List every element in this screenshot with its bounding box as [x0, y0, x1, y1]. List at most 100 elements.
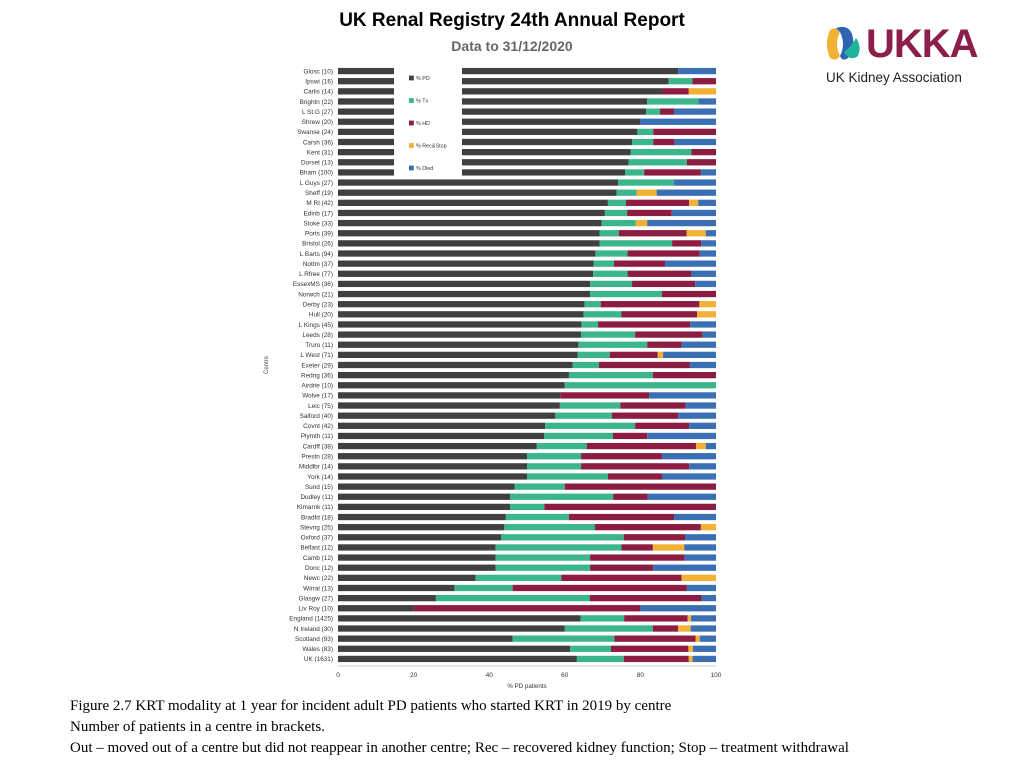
category-label: N Ireland (30) [294, 626, 333, 633]
bar-segment [598, 361, 690, 369]
bar-segment [590, 554, 685, 561]
bar-segment [338, 534, 502, 541]
bar-segment [338, 128, 638, 136]
bar-segment [338, 615, 581, 622]
category-label: Glasgw (27) [299, 595, 333, 602]
bar-segment [338, 645, 571, 652]
bar-segment [705, 442, 716, 450]
bar-segment [664, 260, 716, 267]
bar-segment [338, 503, 510, 511]
bar-segment [685, 534, 716, 541]
bar-segment [614, 635, 696, 642]
bar-segment [338, 605, 414, 612]
bar-segment [338, 149, 631, 156]
bar-segment [601, 219, 636, 227]
legend-box [394, 66, 462, 178]
category-label: Swanse (24) [297, 129, 333, 136]
category-label: Sund (15) [305, 484, 333, 491]
legend-label: % Died [416, 166, 433, 172]
bar-segment [581, 453, 662, 460]
bar-segment [699, 301, 716, 308]
bar-segment [698, 199, 716, 206]
bar-segment [338, 392, 561, 399]
figure-caption: Figure 2.7 KRT modality at 1 year for in… [70, 698, 672, 714]
bar-segment [501, 534, 624, 541]
bar-segment [338, 513, 506, 521]
category-label: England (1425) [289, 616, 333, 623]
x-tick-label: 60 [561, 672, 569, 679]
bar-segment [701, 240, 716, 247]
bar-segment [570, 645, 611, 652]
ukka-logo-mark [827, 26, 860, 60]
bar-segment [698, 98, 716, 105]
bar-segment [564, 483, 716, 490]
bar-segment [627, 250, 700, 257]
category-label: Scotland (93) [295, 636, 333, 643]
category-label: Hull (20) [309, 312, 333, 319]
bar-segment [495, 554, 591, 561]
bar-segment [338, 554, 496, 561]
bar-segment [623, 534, 686, 541]
bar-segment [678, 412, 716, 419]
category-label: Plymth (11) [301, 433, 333, 440]
category-label: Bristol (26) [302, 241, 333, 248]
bar-segment [338, 78, 669, 85]
x-tick-label: 80 [637, 672, 645, 679]
legend-swatch [409, 120, 414, 126]
category-label: Camb (12) [303, 555, 333, 562]
category-label: Derby (23) [303, 301, 333, 308]
bar-segment [700, 169, 716, 176]
bar-segment [647, 341, 682, 348]
bar-segment [610, 645, 689, 652]
bar-segment [338, 280, 591, 288]
bar-segment [618, 179, 675, 186]
bar-segment [559, 402, 621, 409]
bar-segment [338, 351, 578, 359]
category-label: Ipswi (16) [305, 79, 333, 86]
bar-segment [621, 311, 698, 318]
bar-segment [647, 432, 716, 440]
bar-segment [689, 199, 699, 206]
report-title: UK Renal Registry 24th Annual Report [339, 10, 685, 31]
bar-segment [604, 209, 628, 217]
bar-segment [701, 594, 716, 602]
category-label: Ports (39) [305, 231, 333, 238]
bar-segment [630, 149, 692, 156]
bar-segment [338, 301, 585, 308]
caption-note-brackets: Number of patients in a centre in bracke… [70, 719, 325, 735]
bar-segment [536, 442, 587, 450]
category-label: L Rfree (77) [299, 271, 333, 278]
bar-segment [647, 98, 699, 105]
bar-segment [544, 503, 716, 511]
bar-segment [338, 341, 579, 348]
category-label: Cardff (38) [303, 443, 333, 450]
category-label: Middlbr (14) [299, 464, 333, 471]
bar-segment [674, 108, 716, 115]
bar-segment [692, 655, 716, 663]
bar-segment [454, 584, 513, 592]
bar-segment [688, 655, 693, 663]
category-label: Leic (75) [308, 403, 333, 410]
bar-segment [661, 88, 689, 95]
bar-segment [695, 635, 700, 642]
bar-segment [338, 574, 476, 581]
legend-swatch [409, 165, 414, 171]
bar-segment [635, 422, 690, 429]
bar-segment [695, 280, 716, 288]
bar-segment [674, 138, 716, 146]
bar-segment [640, 118, 716, 125]
category-label: Oxford (37) [301, 535, 333, 542]
ukka-wordmark: UKKA [866, 22, 979, 66]
bar-segment [545, 422, 636, 429]
bar-segment [338, 270, 594, 277]
bar-segment [338, 321, 582, 328]
bar-segment [338, 382, 565, 389]
bar-segment [338, 98, 648, 105]
bar-segment [691, 615, 716, 622]
bar-segment [621, 544, 653, 551]
bar-segment [595, 524, 701, 531]
category-label: Wirral (13) [303, 585, 333, 592]
bar-segment [687, 615, 692, 622]
bar-segment [338, 483, 515, 490]
bar-segment [338, 463, 527, 470]
